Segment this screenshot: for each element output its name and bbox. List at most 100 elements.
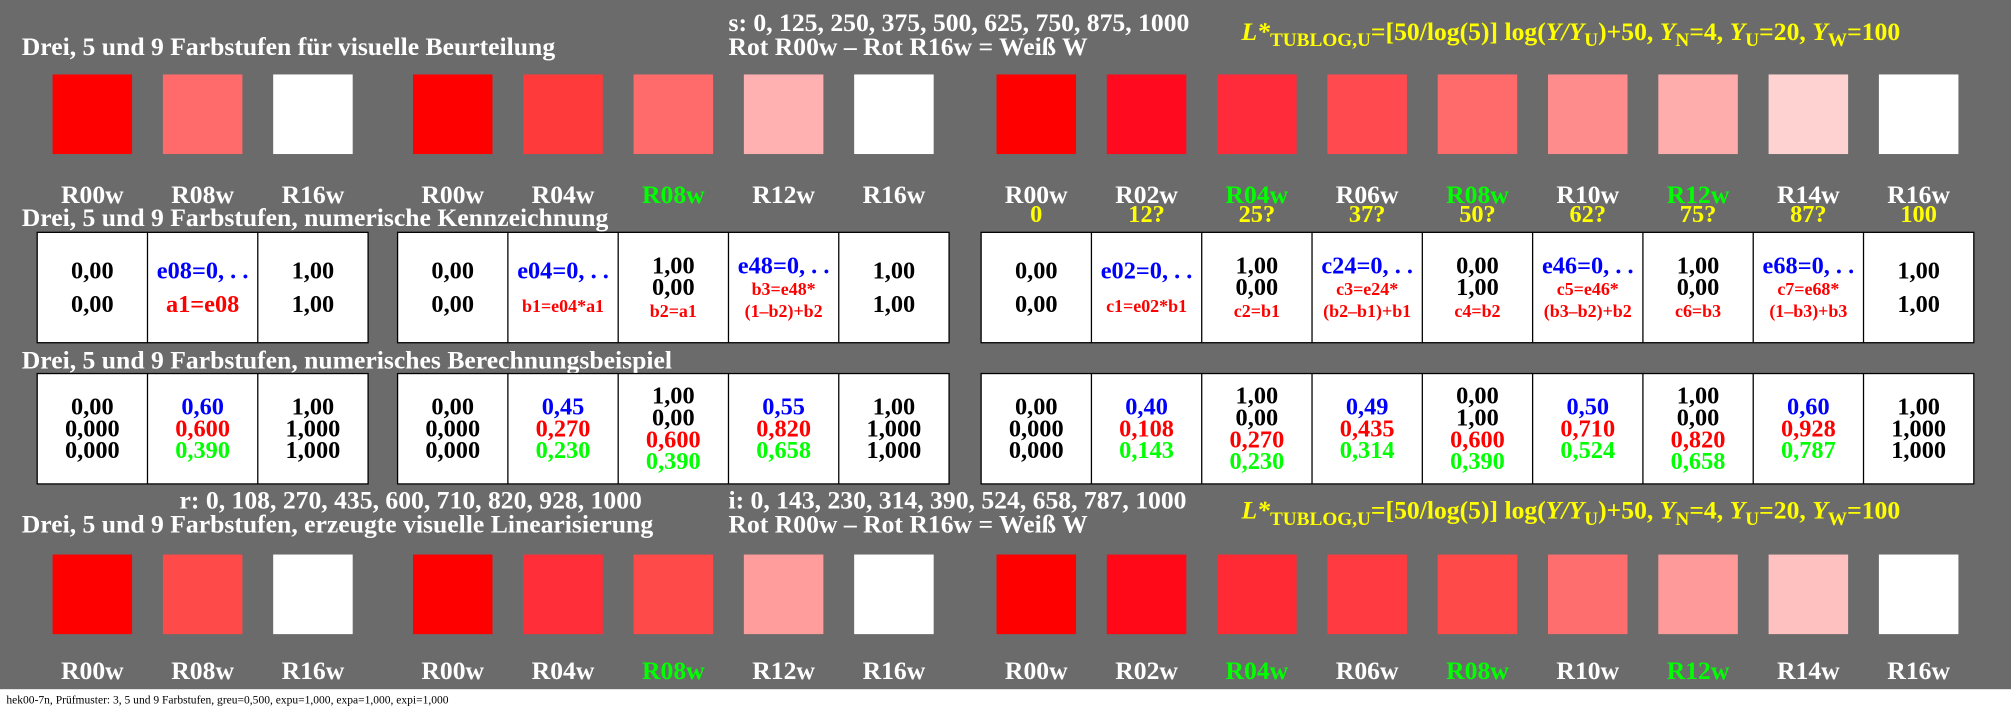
formula: L*TUBLOG,U=[50/log(5)] log(Y/YU)+50, YN=… [1240, 17, 1900, 51]
table-frame [36, 231, 369, 344]
rot-label-lower: Rot R00w – Rot R16w = Weiß W [728, 510, 1088, 539]
swatch [1768, 554, 1849, 635]
formula-part: U [1745, 30, 1759, 51]
cell-text: 0,00 [1456, 252, 1499, 279]
swatch [633, 74, 714, 155]
swatch-label: R08w [642, 656, 705, 685]
swatch [1878, 74, 1959, 155]
swatch-label: R04w [532, 180, 595, 209]
swatch-number: 87? [1790, 201, 1827, 228]
cell-text: 0,000 [425, 415, 480, 442]
cell-text: 1,00 [1897, 394, 1940, 421]
cell-text: 0,00 [71, 394, 114, 421]
cell-text: 0,270 [536, 415, 591, 442]
formula-part: =[50/log(5)] log( [1371, 496, 1546, 525]
cell-text: e02=0, . . [1101, 258, 1193, 285]
cell-text: c7=e68* [1777, 279, 1839, 299]
rot-label: Rot R00w – Rot R16w = Weiß W [728, 32, 1088, 61]
cell-text: 0,000 [1009, 415, 1064, 442]
formula-part: U [1584, 509, 1598, 530]
swatch-label: R04w [1226, 180, 1289, 209]
formula-part: Y [1660, 17, 1678, 46]
cell-text: 0,60 [181, 394, 224, 421]
cell-text: 0,50 [1566, 394, 1609, 421]
formula-part: U [1584, 30, 1598, 51]
cell-text: e04=0, . . [517, 258, 609, 285]
cell-text: 1,00 [1677, 252, 1720, 279]
swatch-label: R12w [752, 656, 815, 685]
cell-text: b3=e48* [752, 279, 816, 299]
cell-text: 0,390 [646, 448, 701, 475]
formula-part: W [1828, 30, 1847, 51]
cell-text: 0,143 [1119, 437, 1174, 464]
cell-text: 0,820 [1671, 426, 1726, 453]
cell-text: c1=e02*b1 [1106, 296, 1187, 316]
cell-text: 1,00 [1897, 258, 1940, 285]
formula-part: )+50, [1598, 17, 1660, 46]
swatch-label: R10w [1556, 180, 1619, 209]
section-title: Drei, 5 und 9 Farbstufen, numerisches Be… [22, 345, 672, 374]
swatch-label: R16w [1887, 656, 1950, 685]
cell-text: e48=0, . . [738, 252, 830, 279]
swatch-label: R08w [171, 656, 234, 685]
swatch-number: 12? [1128, 201, 1165, 228]
cell-text: 1,00 [292, 258, 335, 285]
swatch [1548, 74, 1628, 155]
swatch [52, 74, 133, 155]
cell-text: 1,00 [873, 291, 916, 318]
swatch [1437, 554, 1518, 635]
swatch-label: R16w [282, 656, 345, 685]
title: Drei, 5 und 9 Farbstufen für visuelle Be… [22, 32, 556, 61]
formula-part: L* [1240, 496, 1270, 525]
cell-text: 0,00 [1236, 274, 1279, 301]
table-frame [36, 372, 369, 485]
swatch-label: R14w [1777, 656, 1840, 685]
cell-text: b1=e04*a1 [522, 296, 604, 316]
swatch [854, 74, 934, 155]
swatch [523, 554, 603, 635]
swatch-label: R16w [282, 180, 345, 209]
swatch [1658, 554, 1738, 635]
swatch [1327, 74, 1407, 155]
footer: hek00-7n, Prüfmuster: 3, 5 und 9 Farbstu… [6, 694, 448, 706]
cell-text: 0,658 [756, 437, 811, 464]
swatch-label: R12w [1667, 656, 1730, 685]
cell-text: 1,000 [867, 437, 922, 464]
swatch-label: R02w [1115, 180, 1178, 209]
footer-strip [0, 689, 2011, 706]
swatch-number: 62? [1570, 201, 1607, 228]
cell-text: (1–b2)+b2 [745, 301, 823, 322]
cell-text: 0,45 [542, 394, 585, 421]
cell-text: c24=0, . . [1321, 252, 1413, 279]
cell-text: (b2–b1)+b1 [1323, 301, 1411, 322]
formula-part: TUBLOG,U [1270, 509, 1371, 530]
cell-text: 0,00 [1236, 405, 1279, 432]
swatch [162, 554, 243, 635]
swatch [1217, 554, 1297, 635]
cell-text: 0,710 [1560, 415, 1615, 442]
swatch [52, 554, 133, 635]
cell-text: 0,40 [1125, 394, 1168, 421]
swatch-label: R00w [421, 180, 484, 209]
cell-text: 0,390 [1450, 448, 1505, 475]
table-frame [980, 231, 1975, 344]
formula-part: TUBLOG,U [1270, 30, 1371, 51]
cell-text: 0,000 [65, 415, 120, 442]
formula-part: =4, [1689, 496, 1729, 525]
cell-text: 0,00 [1677, 405, 1720, 432]
cell-text: e08=0, . . [157, 258, 249, 285]
cell-text: (1–b3)+b3 [1769, 301, 1847, 322]
cell-text: 1,00 [292, 394, 335, 421]
cell-text: 0,49 [1346, 394, 1389, 421]
table-frame [396, 231, 950, 344]
swatch-label: R00w [421, 656, 484, 685]
cell-text: 1,00 [1897, 291, 1940, 318]
formula-part: N [1675, 30, 1689, 51]
cell-text: c6=b3 [1675, 301, 1721, 321]
cell-text: a1=e08 [166, 291, 239, 318]
swatch [743, 554, 824, 635]
swatch [996, 74, 1077, 155]
cell-text: e46=0, . . [1542, 252, 1634, 279]
swatch-label: R08w [171, 180, 234, 209]
formula-part: Y [1730, 496, 1748, 525]
